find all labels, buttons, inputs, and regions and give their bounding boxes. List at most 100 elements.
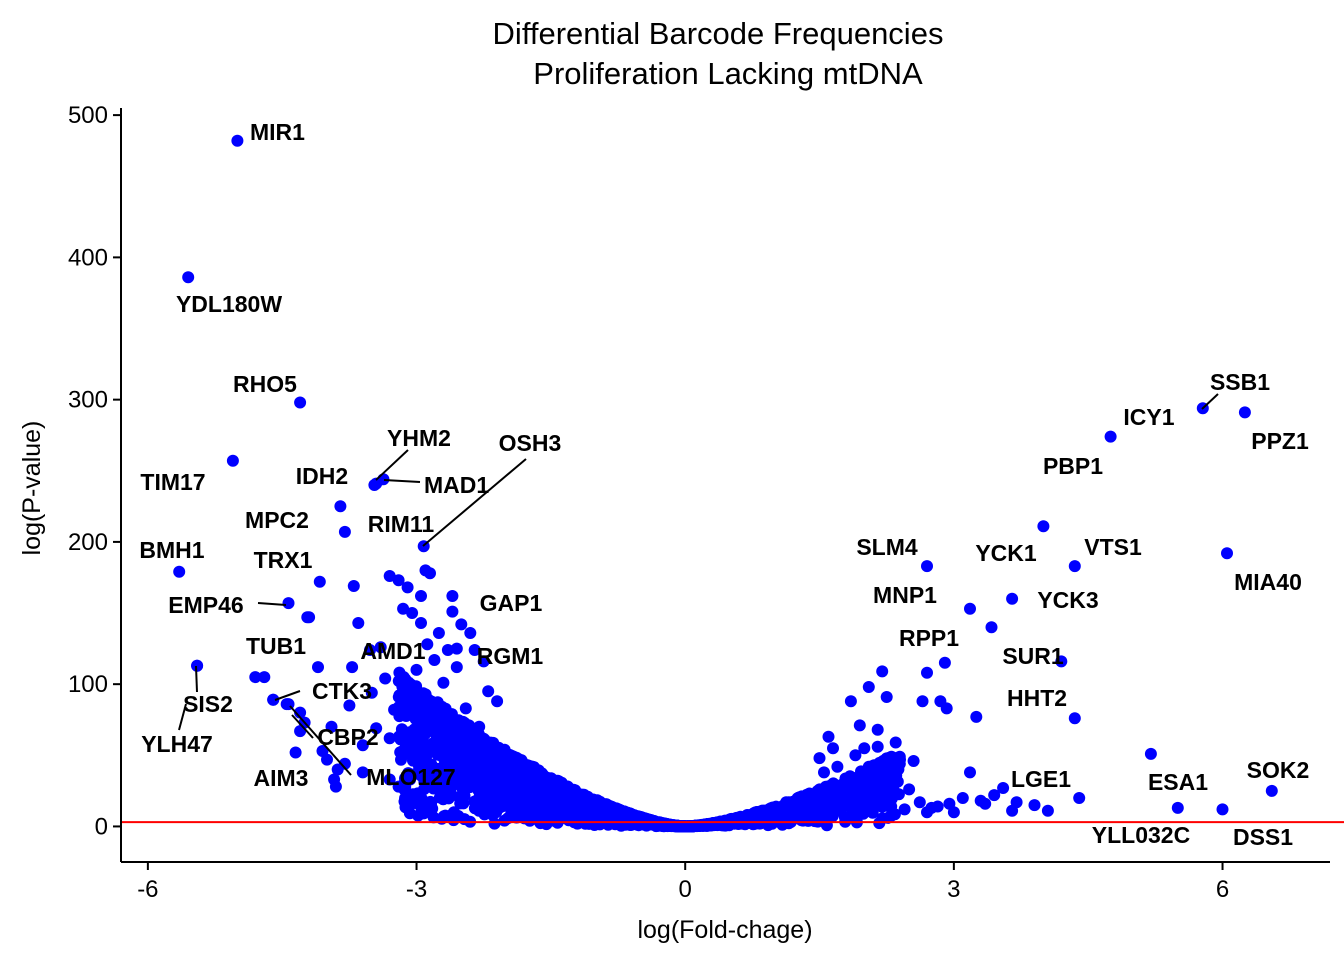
gene-label-yll032c: YLL032C — [1092, 822, 1190, 848]
cloud-point — [496, 749, 509, 762]
leader-line-ylh47 — [178, 703, 187, 731]
cloud-point — [399, 801, 412, 814]
data-point — [880, 691, 893, 703]
x-tick-label: 3 — [947, 876, 960, 903]
chart-titles: Differential Barcode Frequencies Prolife… — [493, 16, 944, 91]
data-point — [988, 789, 1001, 802]
cloud-point — [884, 810, 897, 823]
gene-label-mir1: MIR1 — [250, 119, 305, 145]
labeled-point-ylh47 — [249, 671, 262, 684]
cloud-point — [489, 786, 502, 799]
leader-line-ctk3 — [274, 690, 301, 701]
data-point — [450, 661, 463, 674]
data-point — [853, 786, 866, 799]
cloud-point — [429, 742, 442, 755]
data-point — [392, 780, 405, 793]
labeled-point-lge1 — [1073, 792, 1086, 804]
labeled-point-mnp1 — [964, 602, 976, 615]
data-point — [294, 706, 307, 719]
cloud-point — [478, 738, 491, 751]
cloud-point — [538, 795, 551, 808]
x-axis-title: log(Fold-chage) — [637, 916, 812, 944]
x-tick-label: -3 — [406, 876, 427, 903]
cloud-point — [865, 774, 878, 787]
cloud-point — [529, 781, 542, 794]
labeled-point-esa1 — [1144, 747, 1157, 760]
data-point — [464, 627, 477, 639]
cloud-point — [467, 765, 480, 778]
cloud-point — [854, 807, 867, 820]
cloud-point — [582, 807, 595, 820]
data-point — [428, 654, 441, 666]
label-leader-lines — [178, 393, 1219, 776]
data-point — [827, 742, 839, 755]
cloud-point — [437, 810, 450, 823]
gene-label-yhm2: YHM2 — [387, 425, 451, 451]
labeled-point-bmh1 — [173, 565, 186, 578]
data-point — [880, 767, 893, 780]
data-point — [889, 776, 902, 789]
labeled-point-rho5 — [294, 396, 307, 409]
chart-subtitle: Proliferation Lacking mtDNA — [533, 56, 923, 91]
labeled-point-sok2 — [1265, 784, 1278, 797]
labeled-point-rpp1 — [938, 656, 951, 669]
cloud-point — [445, 724, 458, 737]
data-point — [871, 740, 884, 753]
cloud-point — [490, 806, 503, 819]
gene-label-slm4: SLM4 — [856, 534, 918, 560]
gene-label-rgm1: RGM1 — [477, 643, 544, 669]
data-point — [862, 760, 875, 773]
cloud-point — [475, 751, 488, 764]
cloud-point — [516, 794, 529, 807]
data-point — [441, 644, 454, 656]
data-point — [849, 749, 862, 762]
data-point — [889, 736, 902, 749]
cloud-point — [516, 803, 529, 816]
data-point — [921, 666, 933, 679]
data-point — [352, 617, 365, 629]
data-point — [853, 719, 866, 732]
cloud-point — [458, 743, 471, 756]
data-point — [446, 605, 459, 618]
data-point — [491, 695, 504, 708]
cloud-point — [794, 792, 807, 805]
data-point — [898, 803, 911, 816]
data-point — [818, 766, 830, 779]
gene-label-ylh47: YLH47 — [141, 731, 213, 757]
gene-label-yck3: YCK3 — [1037, 587, 1098, 613]
data-point — [947, 806, 960, 819]
cloud-point — [558, 801, 571, 814]
cloud-point — [457, 728, 470, 741]
data-point — [356, 739, 369, 752]
cloud-point — [764, 802, 777, 815]
data-point — [370, 722, 383, 735]
labeled-point-trx1 — [313, 575, 326, 588]
cloud-point — [539, 777, 552, 789]
gene-label-sur1: SUR1 — [1002, 643, 1064, 669]
labeled-point-yck1 — [1006, 592, 1019, 605]
leader-line-mlo127 — [289, 705, 352, 776]
y-tick-label: 300 — [68, 387, 108, 414]
cloud-point — [757, 810, 770, 823]
cloud-point — [894, 753, 906, 766]
cloud-point — [436, 725, 449, 738]
labeled-point-mir1 — [231, 134, 244, 147]
data-point — [813, 752, 826, 765]
cloud-point — [879, 787, 892, 800]
gene-label-mpc2: MPC2 — [245, 507, 309, 533]
cloud-point — [405, 746, 418, 759]
cloud-point — [442, 784, 455, 797]
data-point — [406, 607, 419, 619]
labeled-point-slm4 — [921, 560, 933, 573]
labeled-point-sur1 — [1055, 655, 1068, 668]
cloud-point — [733, 811, 746, 824]
labeled-point-rgm1 — [450, 642, 463, 655]
cloud-point — [742, 809, 755, 822]
data-point — [346, 661, 359, 674]
data-point — [1006, 804, 1019, 817]
labeled-points — [173, 134, 1278, 816]
cloud-point — [651, 819, 664, 831]
gene-label-mlo127: MLO127 — [366, 764, 455, 790]
gene-label-vts1: VTS1 — [1084, 534, 1142, 560]
